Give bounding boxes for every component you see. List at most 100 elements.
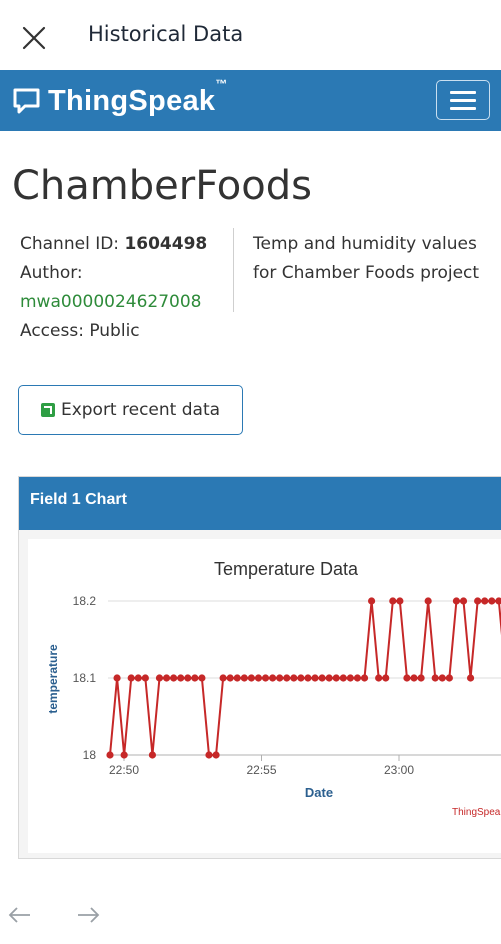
thingspeak-logo[interactable]: ThingSpeak™ bbox=[12, 77, 228, 119]
panel-title: Field 1 Chart bbox=[30, 491, 127, 508]
chart-credit[interactable]: ThingSpeak bbox=[452, 807, 501, 818]
panel-header: Field 1 Chart bbox=[19, 477, 501, 530]
hamburger-icon-bar bbox=[450, 107, 476, 110]
x-tick-label: 22:50 bbox=[109, 763, 139, 777]
data-point[interactable] bbox=[247, 674, 255, 682]
data-point[interactable] bbox=[269, 674, 277, 682]
data-point[interactable] bbox=[134, 674, 142, 682]
close-icon[interactable] bbox=[20, 24, 48, 52]
channel-meta: Channel ID: 1604498 Author: mwa000002462… bbox=[20, 230, 207, 346]
arrow-right-icon[interactable] bbox=[74, 900, 104, 930]
data-point[interactable] bbox=[276, 674, 284, 682]
data-point[interactable] bbox=[226, 674, 234, 682]
data-point[interactable] bbox=[375, 674, 383, 682]
author-label: Author: bbox=[20, 263, 83, 283]
logo-trademark: ™ bbox=[215, 76, 228, 91]
data-point[interactable] bbox=[106, 751, 114, 759]
data-point[interactable] bbox=[162, 674, 171, 682]
data-point[interactable] bbox=[332, 674, 340, 682]
chart-title: Temperature Data bbox=[214, 559, 359, 579]
data-point[interactable] bbox=[353, 674, 362, 682]
y-tick-labels: 18 18.1 18.2 bbox=[73, 594, 97, 762]
data-point[interactable] bbox=[389, 597, 397, 605]
speech-bubble-icon bbox=[13, 88, 40, 114]
data-point[interactable] bbox=[318, 674, 326, 682]
data-point[interactable] bbox=[360, 674, 369, 682]
data-point[interactable] bbox=[410, 674, 418, 682]
export-recent-data-button[interactable]: Export recent data bbox=[18, 385, 243, 435]
page-title: Historical Data bbox=[88, 22, 244, 46]
data-point[interactable] bbox=[148, 751, 157, 759]
data-point[interactable] bbox=[452, 597, 461, 605]
data-point[interactable] bbox=[212, 751, 220, 759]
channel-id-row: Channel ID: 1604498 bbox=[20, 230, 207, 259]
data-point[interactable] bbox=[127, 674, 135, 682]
data-point[interactable] bbox=[403, 674, 411, 682]
temperature-series bbox=[106, 597, 501, 759]
hamburger-icon-bar bbox=[450, 99, 476, 102]
x-tick-labels: 22:50 22:55 23:00 bbox=[109, 763, 414, 777]
data-point[interactable] bbox=[325, 674, 333, 682]
external-link-icon bbox=[40, 403, 55, 417]
data-point[interactable] bbox=[113, 674, 121, 682]
data-point[interactable] bbox=[466, 674, 475, 682]
data-point[interactable] bbox=[445, 674, 453, 682]
logo-text: ThingSpeak bbox=[48, 84, 216, 117]
channel-id-label: Channel ID: bbox=[20, 234, 120, 254]
data-point[interactable] bbox=[474, 597, 482, 605]
data-point[interactable] bbox=[120, 751, 128, 759]
hamburger-icon bbox=[450, 91, 476, 94]
channel-description: Temp and humidity values for Chamber Foo… bbox=[253, 234, 480, 283]
data-point[interactable] bbox=[141, 674, 149, 682]
data-point[interactable] bbox=[198, 674, 206, 682]
data-point[interactable] bbox=[495, 597, 501, 605]
data-point[interactable] bbox=[184, 674, 192, 682]
x-tick-label: 23:00 bbox=[384, 763, 414, 777]
data-point[interactable] bbox=[488, 597, 496, 605]
data-point[interactable] bbox=[155, 674, 164, 682]
data-point[interactable] bbox=[205, 751, 213, 759]
data-point[interactable] bbox=[339, 674, 347, 682]
hamburger-menu-button[interactable] bbox=[436, 80, 490, 120]
data-point[interactable] bbox=[459, 597, 468, 605]
temperature-chart[interactable]: Temperature Data 18 18.1 18.2 22:50 22:55 23… bbox=[28, 539, 501, 853]
y-tick-label: 18 bbox=[83, 748, 97, 762]
arrow-left-icon[interactable] bbox=[6, 900, 36, 930]
field-1-chart-panel: Field 1 Chart Temperature Data 18 18.1 18.… bbox=[18, 476, 501, 859]
data-point[interactable] bbox=[431, 674, 439, 682]
data-point[interactable] bbox=[438, 674, 446, 682]
top-app-bar: Historical Data bbox=[0, 0, 501, 70]
data-point[interactable] bbox=[240, 674, 248, 682]
channel-id-value: 1604498 bbox=[124, 234, 208, 254]
data-point[interactable] bbox=[396, 597, 404, 605]
data-point[interactable] bbox=[290, 674, 298, 682]
author-link[interactable]: mwa0000024627008 bbox=[20, 292, 202, 312]
data-point[interactable] bbox=[261, 674, 270, 682]
data-point[interactable] bbox=[170, 674, 178, 682]
meta-divider bbox=[233, 228, 234, 312]
data-point[interactable] bbox=[424, 597, 432, 605]
thingspeak-header: ThingSpeak™ bbox=[0, 70, 501, 131]
y-tick-label: 18.2 bbox=[73, 594, 97, 608]
data-point[interactable] bbox=[417, 674, 425, 682]
x-tick-label: 22:55 bbox=[246, 763, 276, 777]
y-axis-label: temperature bbox=[46, 644, 60, 714]
y-tick-label: 18.1 bbox=[73, 671, 97, 685]
data-point[interactable] bbox=[481, 597, 489, 605]
data-point[interactable] bbox=[304, 674, 312, 682]
data-point[interactable] bbox=[346, 674, 354, 682]
x-axis-label: Date bbox=[305, 785, 333, 800]
data-point[interactable] bbox=[297, 674, 305, 682]
data-point[interactable] bbox=[219, 674, 227, 682]
data-point[interactable] bbox=[254, 674, 263, 682]
data-point[interactable] bbox=[367, 597, 376, 605]
data-point[interactable] bbox=[382, 674, 390, 682]
export-button-label: Export recent data bbox=[60, 400, 221, 420]
data-point[interactable] bbox=[233, 674, 241, 682]
data-point[interactable] bbox=[177, 674, 185, 682]
data-point[interactable] bbox=[191, 674, 199, 682]
access-label: Access: Public bbox=[20, 321, 140, 341]
data-point[interactable] bbox=[311, 674, 319, 682]
data-point[interactable] bbox=[283, 674, 291, 682]
chart-container: Temperature Data 18 18.1 18.2 22:50 22:55 23… bbox=[28, 539, 501, 853]
